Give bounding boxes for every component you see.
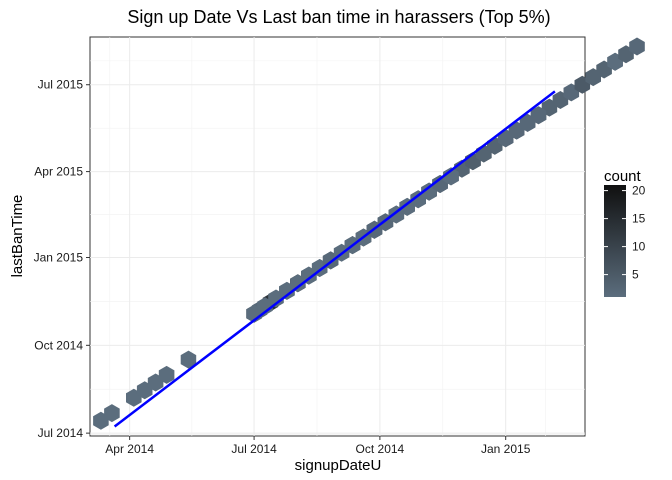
legend-ticks: 5 10 15 20 (604, 184, 646, 282)
hexbin-cell (629, 37, 645, 56)
x-axis-label: signupDateU (295, 457, 382, 474)
x-axis-ticks: Apr 2014 Jul 2014 Oct 2014 Jan 2015 (105, 436, 531, 456)
y-axis-label: lastBanTime (9, 195, 26, 278)
legend-tick-label: 10 (632, 240, 646, 254)
legend-tick-label: 20 (632, 184, 646, 198)
y-tick-label: Oct 2014 (34, 338, 83, 352)
trend-line (113, 90, 556, 428)
y-tick-label: Jul 2014 (38, 426, 84, 440)
legend-tick-label: 15 (632, 212, 646, 226)
x-tick-label: Jan 2015 (481, 442, 531, 456)
grid-minor (90, 37, 585, 436)
x-tick-label: Apr 2014 (105, 442, 154, 456)
legend-tick-label: 5 (632, 268, 639, 282)
chart-title: Sign up Date Vs Last ban time in harasse… (127, 7, 550, 27)
legend-colorbar (604, 185, 626, 297)
x-tick-label: Oct 2014 (356, 442, 405, 456)
hexbin-cell (180, 350, 197, 369)
y-tick-label: Jul 2015 (38, 78, 84, 92)
hexbin-cell (158, 365, 175, 384)
hexbin-cell (257, 297, 273, 316)
y-axis-ticks: Jul 2014 Oct 2014 Jan 2015 Apr 2015 Jul 2015 (34, 78, 90, 440)
y-tick-label: Apr 2015 (34, 165, 83, 179)
hexbin-cell (530, 106, 547, 125)
hexbin-cell (104, 404, 120, 423)
x-tick-label: Jul 2014 (231, 442, 277, 456)
legend-title: count (604, 168, 642, 185)
y-tick-label: Jan 2015 (34, 251, 84, 265)
